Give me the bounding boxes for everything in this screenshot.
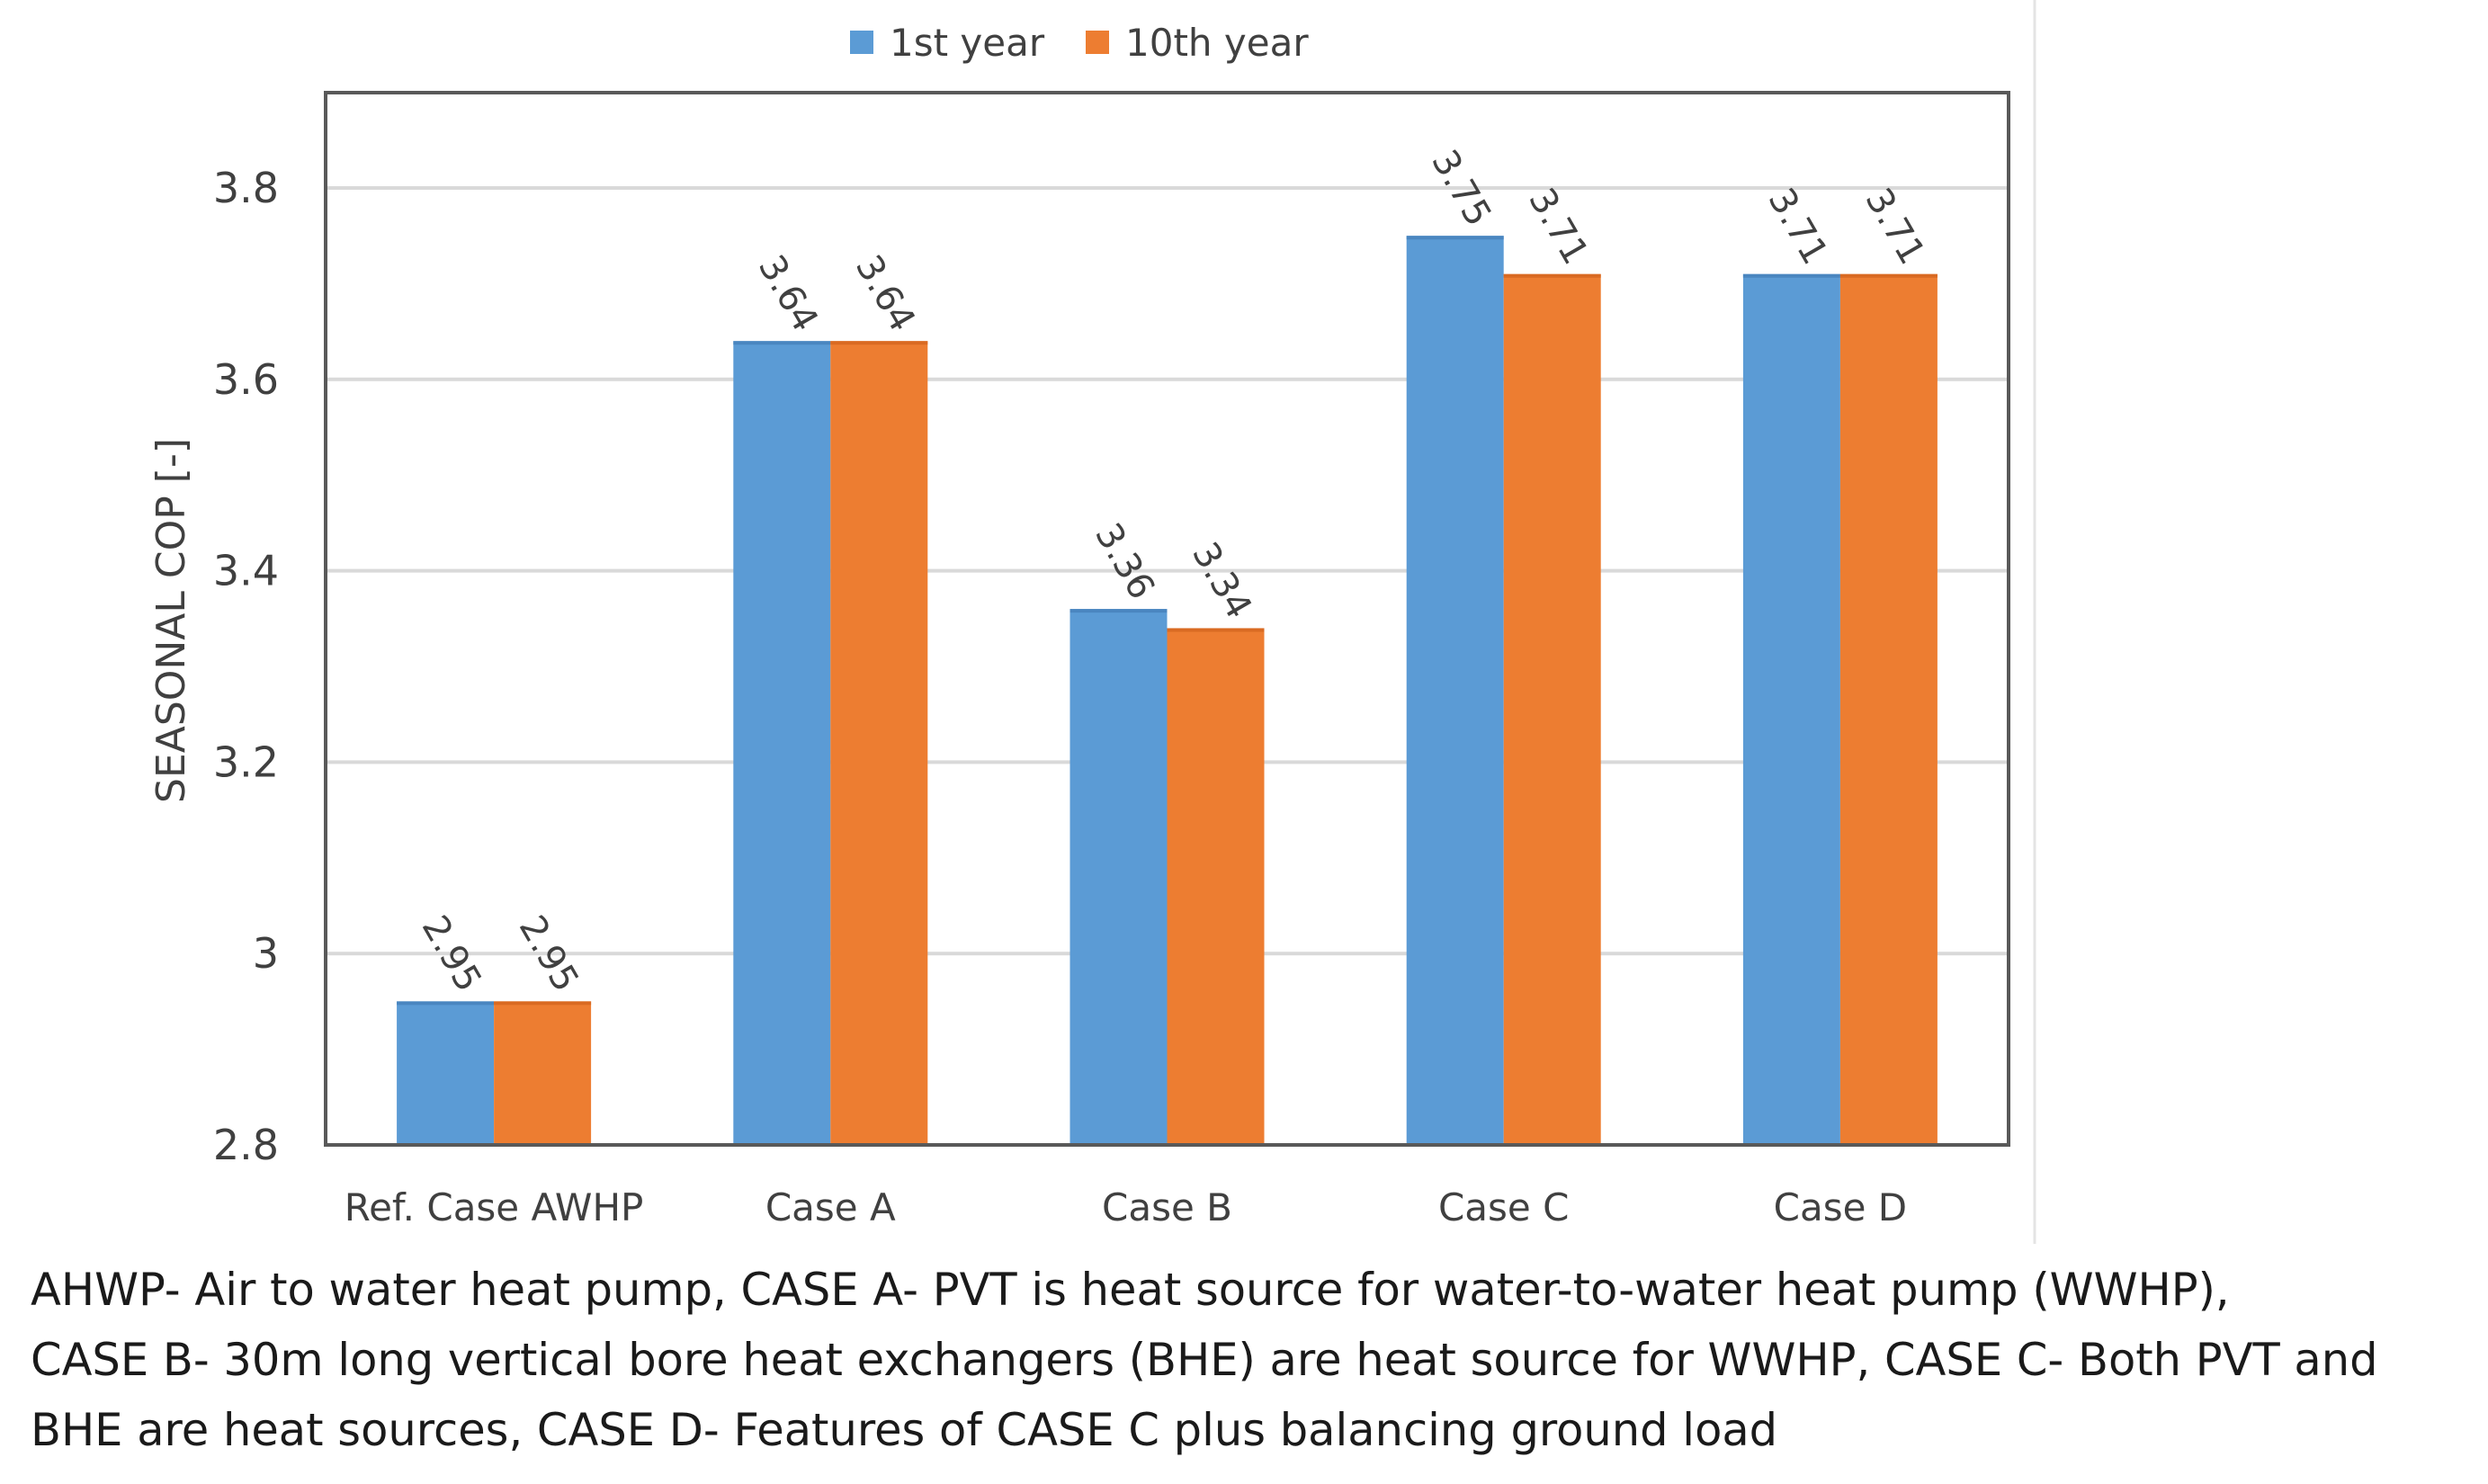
x-tick-label-case-a: Case A <box>765 1185 896 1229</box>
x-axis-category-labels: Ref. Case AWHP Case A Case B Case C Case D <box>345 1185 1907 1229</box>
y-tick-label-2-8: 2.8 <box>213 1121 279 1169</box>
plot-area-frame <box>324 91 2010 1147</box>
data-label-1st-year-case-b: 3.36 <box>1087 516 1162 606</box>
bar-10th-year-case-d <box>1839 273 1938 1145</box>
bar-1st-year-ref-case-awhp <box>397 1001 495 1145</box>
y-tick-label-3-2: 3.2 <box>213 738 279 786</box>
x-tick-label-case-c: Case C <box>1438 1185 1569 1229</box>
legend-label-10th-year: 10th year <box>1125 21 1309 65</box>
y-tick-label-3-4: 3.4 <box>213 547 279 595</box>
seasonal-cop-bar-chart: 1st year 10th year 2.8 3 3.2 3.4 3.6 3.8 Ref. … <box>148 0 2036 1244</box>
x-tick-label-case-d: Case D <box>1774 1185 1907 1229</box>
bar-1st-year-case-d <box>1742 273 1840 1145</box>
bar-10th-year-case-c <box>1503 273 1601 1145</box>
caption-line-1: AHWP- Air to water heat pump, CASE A- PV… <box>31 1264 2230 1316</box>
data-label-10th-year-case-c: 3.71 <box>1520 182 1596 272</box>
caption-line-2: CASE B- 30m long vertical bore heat exch… <box>31 1334 2378 1386</box>
data-label-10th-year-case-a: 3.64 <box>847 248 923 338</box>
legend-swatch-10th-year <box>1086 31 1109 54</box>
data-label-10th-year-case-d: 3.71 <box>1857 182 1932 272</box>
legend: 1st year 10th year <box>850 21 1309 65</box>
y-tick-label-3: 3 <box>253 929 279 978</box>
bar-10th-year-case-a <box>830 341 928 1145</box>
data-label-1st-year-case-d: 3.71 <box>1759 182 1835 272</box>
bar-1st-year-case-a <box>733 341 831 1145</box>
data-label-1st-year-case-a: 3.64 <box>750 248 826 338</box>
figure-caption: AHWP- Air to water heat pump, CASE A- PV… <box>31 1255 2477 1465</box>
bar-1st-year-case-b <box>1069 609 1168 1145</box>
y-tick-label-3-6: 3.6 <box>213 355 279 404</box>
y-tick-label-3-8: 3.8 <box>213 164 279 212</box>
caption-line-3: BHE are heat sources, CASE D- Features o… <box>31 1404 1778 1456</box>
legend-swatch-1st-year <box>850 31 873 54</box>
bar-1st-year-case-c <box>1406 236 1504 1145</box>
legend-label-1st-year: 1st year <box>890 21 1045 65</box>
bars <box>397 236 1938 1145</box>
x-tick-label-ref-case-awhp: Ref. Case AWHP <box>345 1185 644 1229</box>
data-label-10th-year-case-b: 3.34 <box>1184 535 1259 625</box>
x-tick-label-case-b: Case B <box>1102 1185 1232 1229</box>
bar-10th-year-ref-case-awhp <box>494 1001 592 1145</box>
y-axis-tick-labels: 2.8 3 3.2 3.4 3.6 3.8 <box>213 164 279 1169</box>
bar-10th-year-case-b <box>1167 628 1265 1145</box>
y-axis-title: SEASONAL COP [-] <box>148 438 194 803</box>
